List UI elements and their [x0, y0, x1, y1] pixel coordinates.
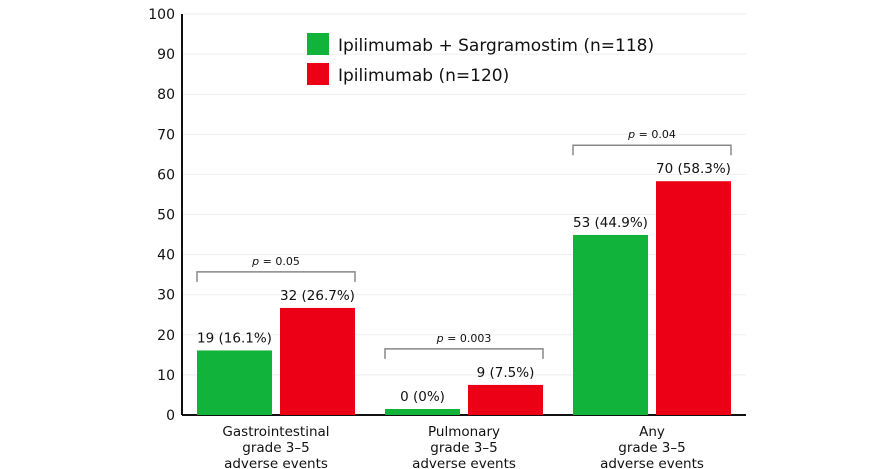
- y-tick-label: 80: [157, 87, 175, 103]
- x-category-label: Any: [639, 424, 665, 440]
- bar: [385, 409, 460, 415]
- x-category-label: Pulmonary: [428, 424, 500, 440]
- y-tick-label: 50: [157, 208, 175, 224]
- x-category-label: grade 3–5: [430, 440, 498, 456]
- legend-swatch: [307, 63, 329, 85]
- y-tick-label: 30: [157, 288, 175, 304]
- significance-bracket: [384, 348, 544, 359]
- bar: [197, 350, 272, 415]
- legend-label: Ipilimumab (n=120): [338, 66, 509, 86]
- x-category-label: grade 3–5: [242, 440, 310, 456]
- y-tick-label: 20: [157, 328, 175, 344]
- y-tick-label: 0: [166, 408, 175, 424]
- p-value-label: p = 0.05: [251, 255, 300, 268]
- legend-swatch: [307, 33, 329, 55]
- y-tick-label: 100: [148, 7, 175, 23]
- y-tick-label: 70: [157, 127, 175, 143]
- bar: [656, 181, 731, 415]
- data-label: 32 (26.7%): [280, 288, 355, 304]
- significance-bracket: [196, 271, 356, 282]
- x-category-label: adverse events: [412, 456, 516, 469]
- legend-label: Ipilimumab + Sargramostim (n=118): [338, 36, 654, 56]
- x-category-label: adverse events: [224, 456, 328, 469]
- p-value-label: p = 0.003: [436, 332, 492, 345]
- bar: [468, 384, 543, 415]
- data-label: 0 (0%): [400, 389, 445, 405]
- y-tick-label: 90: [157, 47, 175, 63]
- y-tick-label: 60: [157, 167, 175, 183]
- bar: [573, 234, 648, 415]
- y-tick-label: 10: [157, 368, 175, 384]
- p-value-label: p = 0.04: [627, 128, 676, 141]
- bar: [280, 307, 355, 415]
- data-label: 9 (7.5%): [477, 365, 535, 381]
- data-label: 70 (58.3%): [656, 161, 731, 177]
- y-tick-label: 40: [157, 248, 175, 264]
- significance-bracket: [572, 144, 732, 156]
- data-label: 19 (16.1%): [197, 330, 272, 346]
- data-label: 53 (44.9%): [573, 215, 648, 231]
- x-category-label: grade 3–5: [618, 440, 686, 456]
- x-category-label: adverse events: [600, 456, 704, 469]
- x-category-label: Gastrointestinal: [222, 424, 329, 440]
